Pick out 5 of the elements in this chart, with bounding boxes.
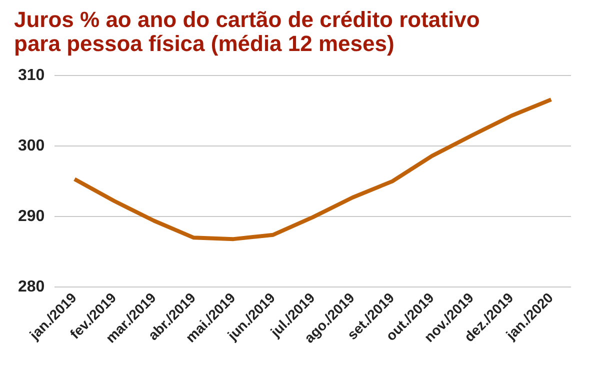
chart-title: Juros % ao ano do cartão de crédito rotativo para pessoa física (média 12 meses): [13, 7, 481, 56]
y-tick-label: 290: [18, 208, 45, 225]
y-tick-label: 280: [18, 278, 45, 296]
y-tick-label: 310: [18, 67, 45, 84]
y-tick-label: 300: [18, 137, 45, 154]
